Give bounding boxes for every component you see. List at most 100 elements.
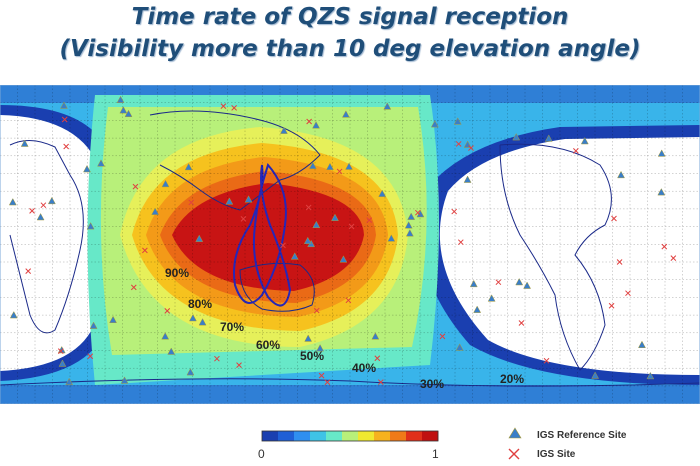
reference-site-marker [225, 197, 234, 205]
reference-site-marker [657, 188, 666, 196]
igs-site-marker [518, 320, 525, 326]
reference-site-marker [109, 315, 117, 324]
igs-site-marker [142, 247, 148, 254]
color-scale-step [278, 431, 295, 441]
reference-site-marker [515, 277, 524, 286]
reference-site-marker [638, 340, 646, 348]
reference-site-marker [487, 294, 496, 302]
color-scale-step [390, 431, 407, 441]
igs-site-marker [87, 353, 94, 360]
coastline-asia [149, 110, 321, 211]
reference-site-marker [371, 332, 380, 340]
reference-site-marker [167, 347, 176, 355]
igs-site-marker [132, 183, 139, 190]
reference-site-marker [308, 161, 317, 170]
contour-label-80: 80% [188, 297, 212, 311]
reference-site-marker [580, 136, 589, 145]
reference-site-marker [116, 95, 125, 104]
legend-reference-site: IGS Reference Site [537, 430, 627, 441]
reference-site-marker [279, 126, 288, 134]
map-grid [0, 85, 700, 404]
igs-site-marker [345, 297, 352, 304]
igs-site-marker [608, 302, 615, 309]
igs-site-marker [348, 223, 355, 230]
igs-site-marker [240, 216, 247, 222]
reference-site-marker [523, 281, 531, 289]
reference-site-marker [617, 170, 625, 179]
blank-zone-east [439, 137, 700, 375]
contour-label-90: 90% [165, 266, 189, 280]
reference-site-marker [60, 101, 68, 109]
reference-site-marker [331, 213, 339, 221]
igs-site-marker [377, 379, 384, 385]
reference-site-marker [646, 371, 655, 380]
igs-site-marker [573, 147, 579, 154]
color-scale-step [358, 431, 375, 441]
igs-site-marker [611, 215, 617, 222]
igs-site-marker [280, 242, 286, 249]
igs-site-marker [455, 141, 462, 147]
reference-site-marker [316, 344, 324, 352]
igs-site-marker [625, 290, 631, 297]
reference-site-marker [463, 175, 472, 183]
coastline-europe-africa [9, 140, 84, 334]
reference-site-marker [9, 311, 18, 319]
igs-site-marker [130, 284, 137, 291]
igs-site-marker [324, 379, 331, 386]
reference-site-marker [469, 279, 478, 288]
igs-site-marker [231, 104, 237, 111]
reference-site-marker [198, 318, 207, 326]
color-scale-step [342, 431, 359, 441]
coastline-americas [499, 143, 612, 371]
color-scale-bar [262, 431, 439, 441]
igs-site-marker [164, 308, 171, 314]
igs-site-marker [63, 143, 70, 150]
igs-site-marker [220, 103, 227, 110]
igs-site-marker [661, 243, 668, 250]
contour-label-70: 70% [220, 320, 244, 334]
reference-site-marker [453, 117, 462, 125]
color-scale-step [294, 431, 311, 441]
reference-site-marker [378, 189, 387, 197]
reference-site-marker [473, 305, 482, 313]
color-scale-step [374, 431, 391, 441]
igs-site-marker [468, 145, 474, 151]
reference-site-marker [407, 212, 416, 220]
igs-site-marker [439, 333, 446, 340]
color-scale-step [422, 431, 439, 441]
reference-site-marker [124, 109, 133, 118]
reference-site-marker [512, 133, 521, 141]
blank-zone-west [0, 115, 108, 371]
color-scale-frame [261, 430, 439, 442]
reference-site-marker [405, 229, 414, 237]
reference-site-marker [244, 195, 253, 203]
reference-site-marker [591, 371, 600, 379]
reference-site-marker [89, 321, 98, 329]
color-scale-step [406, 431, 423, 441]
reference-site-marker [36, 212, 45, 221]
title-line-1: Time rate of QZS signal reception [131, 4, 569, 30]
reference-site-marker [83, 165, 91, 173]
reference-site-marker [8, 198, 17, 206]
reference-site-marker [455, 343, 464, 351]
igs-site-marker [61, 116, 68, 123]
igs-site-marker [457, 239, 464, 246]
reference-site-marker [65, 377, 74, 386]
reference-site-marker [304, 334, 313, 342]
igs-site-marker [57, 348, 64, 354]
reference-site-marker [86, 222, 95, 230]
color-scale-step [326, 431, 343, 441]
igs-site-marker [543, 357, 550, 364]
coastline-australia [239, 262, 315, 312]
reference-site-marker [312, 220, 321, 228]
igs-site-marker [25, 268, 32, 274]
igs-site-marker [616, 259, 623, 265]
legend-igs-site: IGS Site [537, 449, 576, 460]
reference-site-marker [326, 162, 334, 171]
reference-site-marker [161, 179, 170, 188]
reference-site-marker [544, 134, 553, 142]
reference-site-marker [303, 236, 312, 245]
contour-90 [172, 183, 364, 291]
title-line-2: (Visibility more than 10 deg elevation a… [59, 36, 641, 62]
reference-site-marker [312, 121, 320, 129]
